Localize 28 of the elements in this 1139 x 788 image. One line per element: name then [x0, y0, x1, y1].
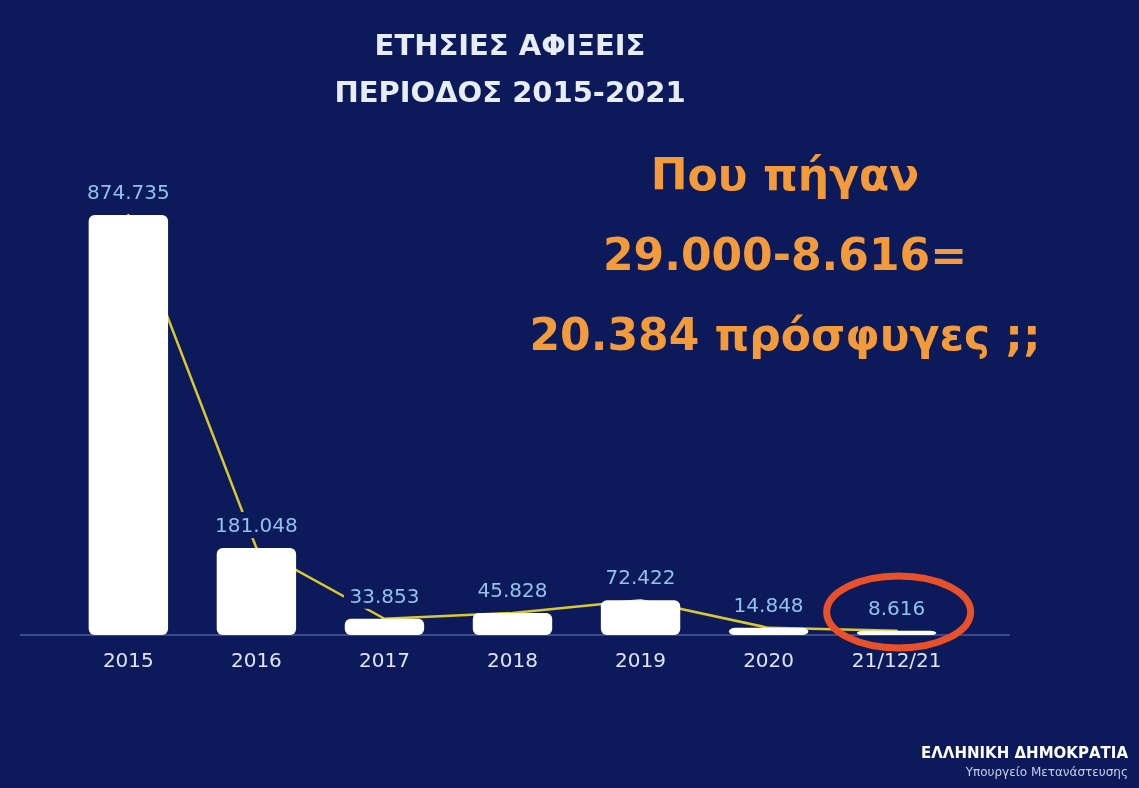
data-label: 14.848: [733, 592, 804, 617]
data-label: 874.735: [86, 180, 170, 204]
x-tick-label: 2015: [102, 648, 154, 672]
bar: [344, 618, 425, 635]
chart-subtitle: ΠΕΡΙΟΔΟΣ 2015-2021: [334, 75, 686, 109]
x-tick-label: 2017: [359, 648, 410, 672]
bar: [216, 548, 297, 635]
chart-title: ΕΤΗΣΙΕΣ ΑΦΙΞΕΙΣ: [374, 28, 646, 62]
text: Που πήγαν: [650, 149, 920, 200]
bar: [728, 627, 809, 635]
data-label: 45.828: [477, 578, 548, 602]
x-tick-label: 2016: [230, 648, 282, 672]
text: Υπουργείο Μετανάστευσης: [964, 765, 1128, 779]
bar: [600, 600, 681, 635]
bar: [88, 215, 169, 635]
annotation: 29.000-8.616=: [602, 229, 968, 280]
bar: [856, 630, 937, 635]
data-label: 181.048: [215, 513, 298, 538]
data-label: 72.422: [605, 565, 676, 590]
bar: [472, 613, 553, 635]
x-tick-label: 2019: [615, 648, 666, 672]
x-tick-label: 2020: [743, 648, 795, 672]
annotation: 20.384 πρόσφυγες ;;: [529, 309, 1041, 360]
x-tick-label: 2018: [487, 648, 538, 672]
text: ΕΛΛΗΝΙΚΗ ΔΗΜΟΚΡΑΤΙΑ: [920, 744, 1129, 762]
data-label: 33.853: [349, 583, 420, 608]
x-tick-label: 21/12/21: [851, 648, 942, 672]
data-label: 8.616: [868, 595, 926, 620]
